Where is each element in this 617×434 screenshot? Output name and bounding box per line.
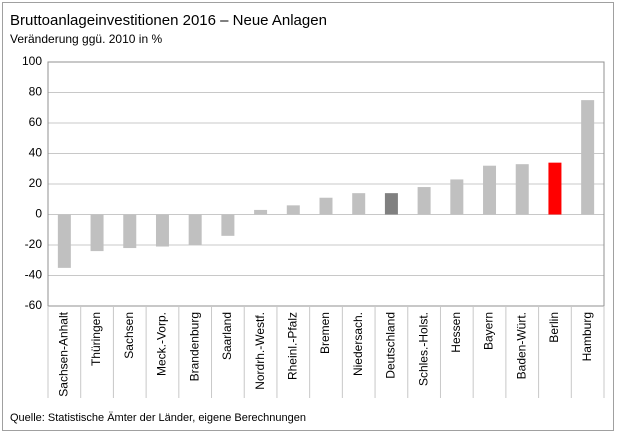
- x-tick-label: Saarland: [220, 312, 234, 360]
- y-tick-label: -40: [25, 268, 43, 282]
- bar: [221, 214, 235, 236]
- bar: [90, 214, 104, 252]
- x-tick-label: Meck.-Vorp.: [155, 312, 169, 376]
- bar: [188, 214, 202, 245]
- x-tick-label: Berlin: [547, 312, 561, 343]
- x-tick-label: Deutschland: [384, 312, 398, 379]
- chart-subtitle: Veränderung ggü. 2010 in %: [10, 32, 162, 46]
- x-tick-label: Niedersach.: [351, 312, 365, 376]
- x-tick-label: Sachsen-Anhalt: [57, 311, 71, 396]
- bar: [286, 205, 300, 215]
- x-tick-label: Hessen: [449, 312, 463, 353]
- bar: [57, 214, 71, 268]
- y-tick-label: 40: [29, 146, 43, 160]
- x-tick-label: Bayern: [482, 312, 496, 350]
- bar: [155, 214, 169, 247]
- bar: [581, 100, 595, 215]
- bar: [450, 179, 464, 215]
- bar: [319, 197, 333, 215]
- y-tick-label: -20: [25, 237, 43, 251]
- x-tick-label: Baden-Würt.: [514, 312, 528, 379]
- x-tick-label: Schles.-Holst.: [416, 312, 430, 386]
- x-tick-label: Brandenburg: [187, 312, 201, 381]
- bar: [384, 193, 398, 215]
- y-tick-label: -60: [25, 298, 43, 312]
- x-tick-label: Bremen: [318, 312, 332, 354]
- bar: [352, 193, 366, 215]
- y-tick-label: 60: [29, 115, 43, 129]
- source-note: Quelle: Statistische Ämter der Länder, e…: [10, 412, 306, 424]
- x-tick-label: Rheinl.-Pfalz: [285, 312, 299, 380]
- bar: [417, 187, 431, 215]
- bar: [254, 209, 268, 215]
- bar: [123, 214, 137, 249]
- x-tick-label: Sachsen: [122, 312, 136, 359]
- bar: [548, 162, 562, 215]
- chart-title: Bruttoanlageinvestitionen 2016 – Neue An…: [10, 12, 327, 29]
- y-tick-label: 100: [22, 54, 42, 68]
- bar: [483, 165, 497, 215]
- x-tick-label: Hamburg: [580, 312, 594, 361]
- x-tick-label: Thüringen: [89, 312, 103, 366]
- y-tick-label: 80: [29, 85, 43, 99]
- y-tick-label: 20: [29, 176, 43, 190]
- x-tick-label: Nordrh.-Westf.: [253, 312, 267, 390]
- y-tick-label: 0: [35, 207, 42, 221]
- plot-frame: [47, 61, 605, 307]
- bar: [515, 164, 529, 215]
